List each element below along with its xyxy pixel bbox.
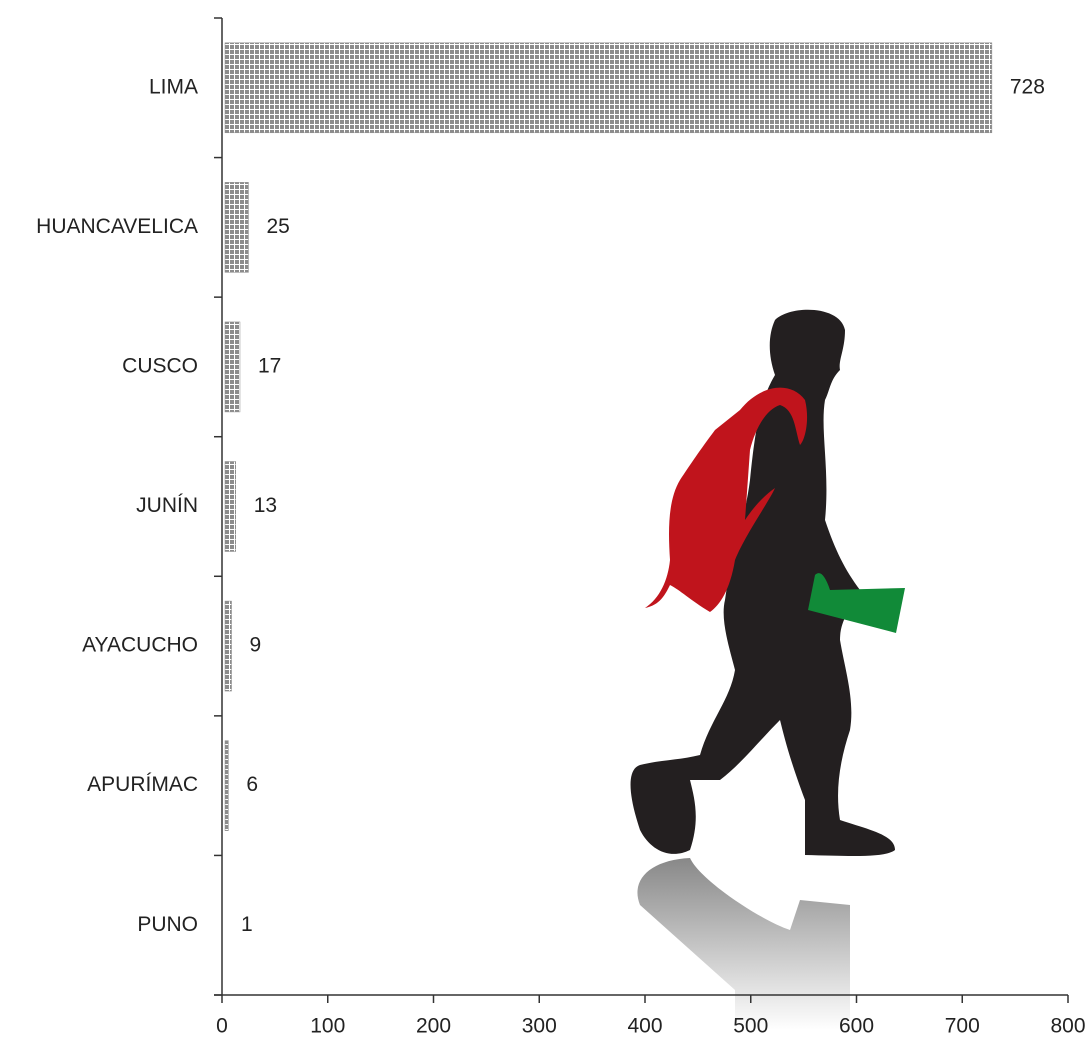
value-label: 728 bbox=[1010, 75, 1045, 98]
bar bbox=[224, 740, 229, 831]
x-tick-label: 700 bbox=[945, 1015, 980, 1038]
y-tick-label: APURÍMAC bbox=[87, 773, 198, 796]
y-tick-label: HUANCAVELICA bbox=[36, 215, 198, 238]
value-label: 25 bbox=[266, 215, 289, 238]
bar bbox=[224, 461, 236, 552]
y-tick-label: AYACUCHO bbox=[82, 634, 198, 657]
value-label: 9 bbox=[250, 634, 262, 657]
value-label: 6 bbox=[246, 773, 258, 796]
x-tick-label: 400 bbox=[627, 1015, 662, 1038]
bar bbox=[224, 321, 241, 413]
y-tick-label: JUNÍN bbox=[136, 494, 198, 517]
bar bbox=[224, 42, 993, 134]
x-tick-label: 300 bbox=[522, 1015, 557, 1038]
student-silhouette bbox=[630, 309, 905, 1030]
value-label: 17 bbox=[258, 354, 281, 377]
bar bbox=[224, 182, 249, 273]
x-tick-label: 200 bbox=[416, 1015, 451, 1038]
x-tick-label: 600 bbox=[839, 1015, 874, 1038]
x-tick-label: 0 bbox=[216, 1015, 228, 1038]
value-label: 13 bbox=[254, 494, 277, 517]
value-label: 1 bbox=[241, 913, 253, 936]
y-tick-label: PUNO bbox=[137, 913, 198, 936]
x-tick-label: 100 bbox=[310, 1015, 345, 1038]
y-tick-label: LIMA bbox=[149, 75, 198, 98]
y-tick-label: CUSCO bbox=[122, 354, 198, 377]
x-tick-label: 500 bbox=[733, 1015, 768, 1038]
x-tick-label: 800 bbox=[1050, 1015, 1085, 1038]
bar bbox=[224, 600, 232, 692]
